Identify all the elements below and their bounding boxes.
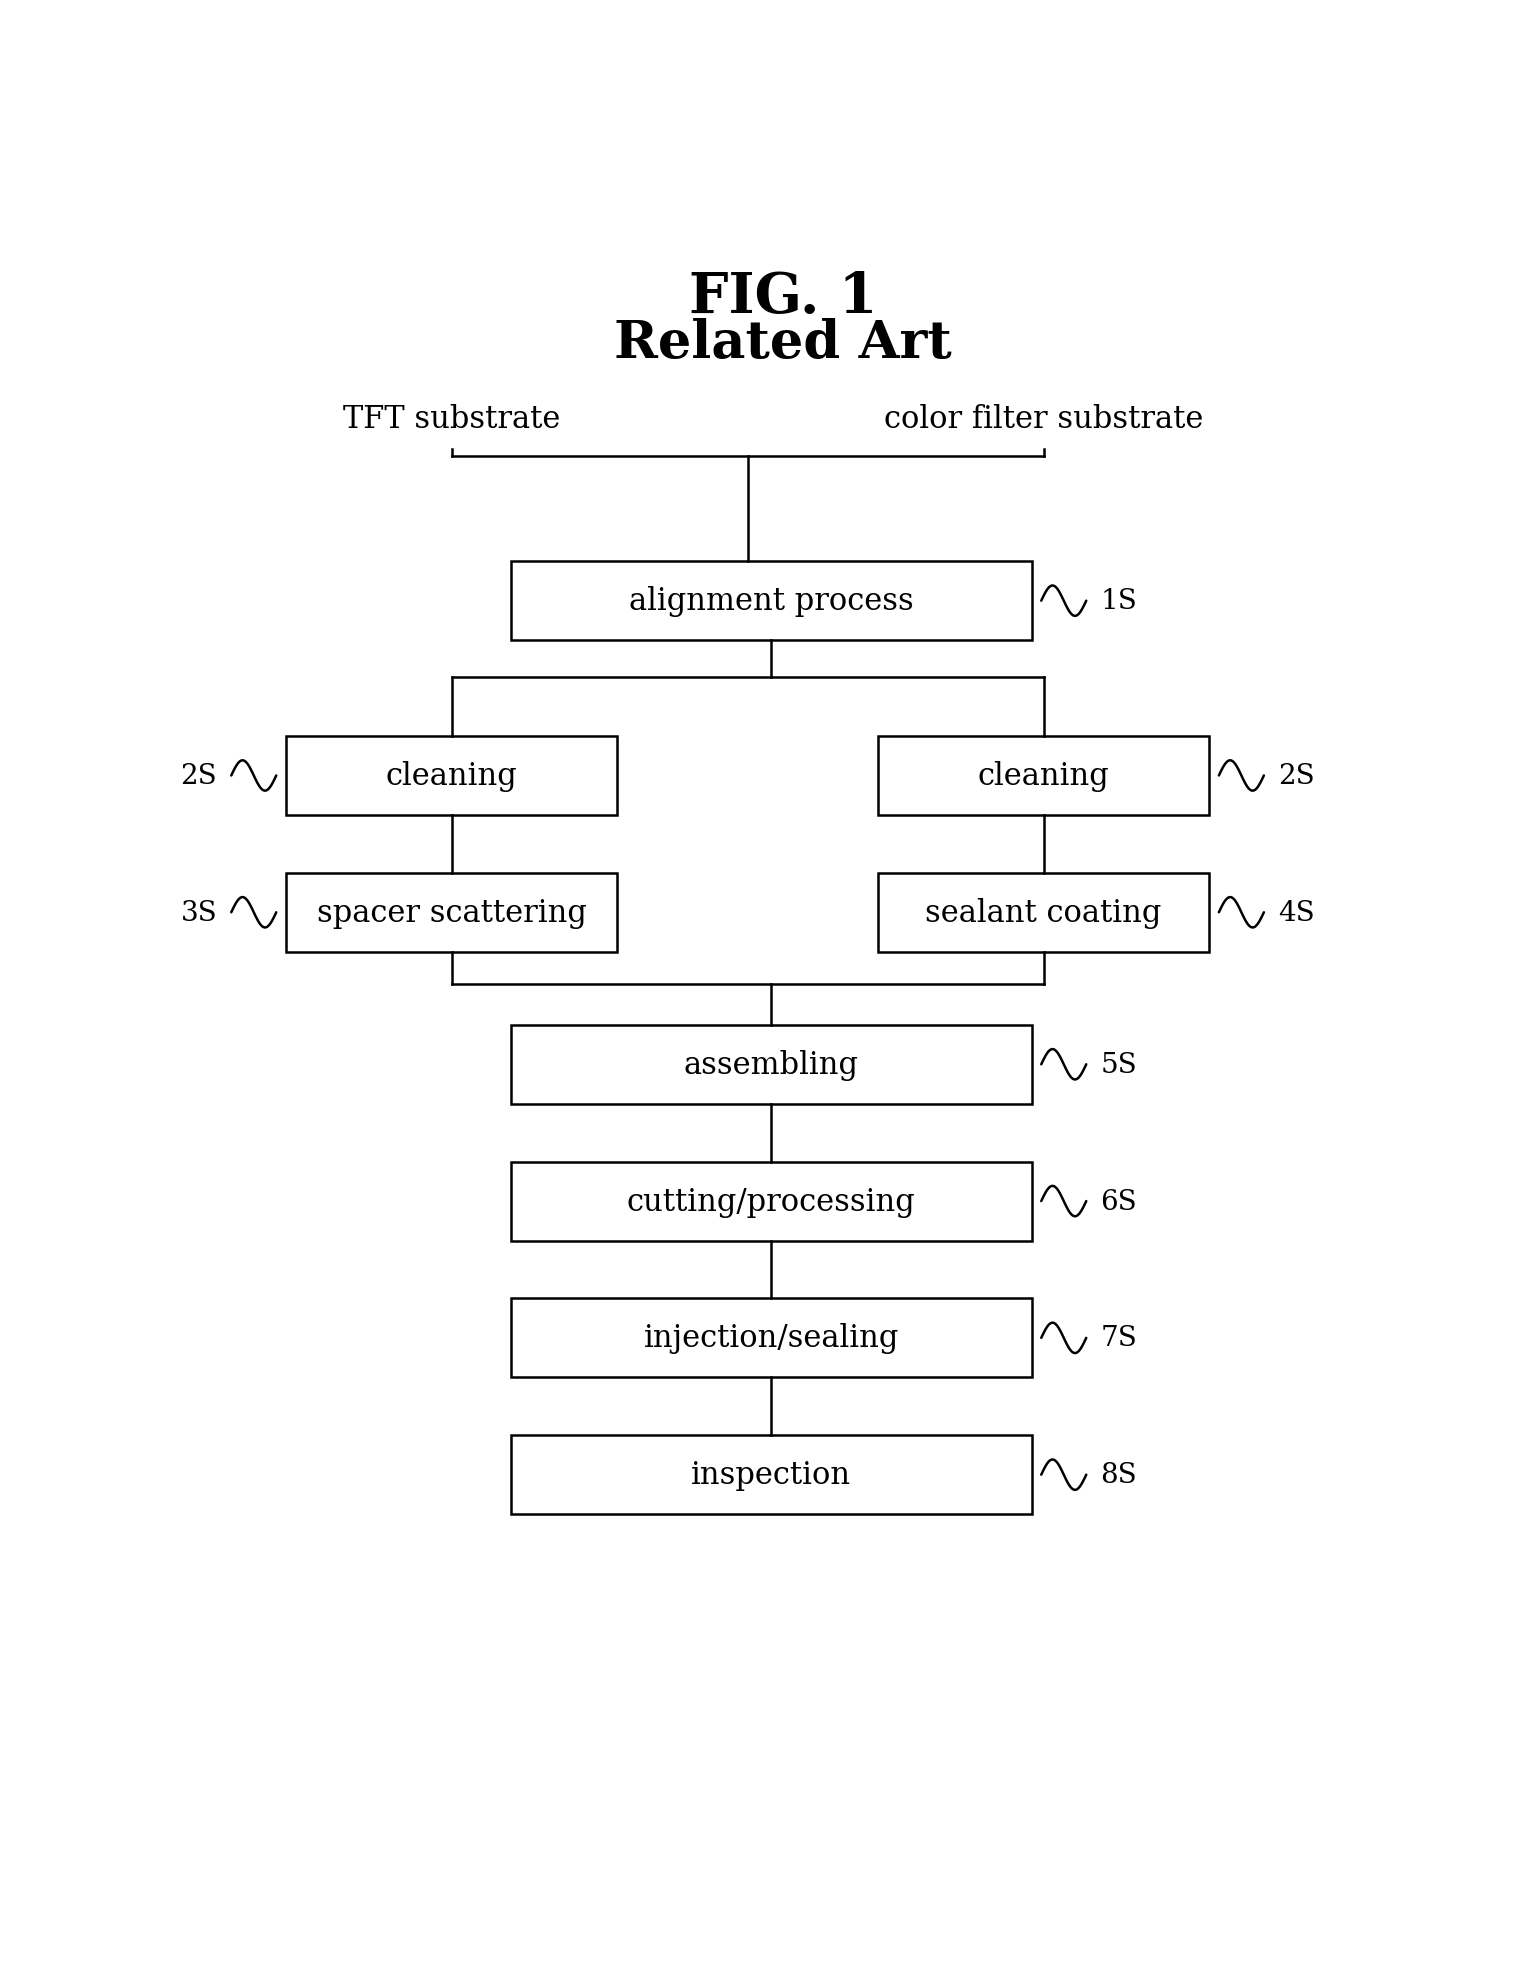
Text: injection/sealing: injection/sealing [643, 1322, 898, 1353]
Text: 6S: 6S [1100, 1188, 1137, 1215]
Text: Related Art: Related Art [614, 318, 952, 369]
Text: 8S: 8S [1100, 1462, 1137, 1488]
Text: 2S: 2S [180, 764, 217, 789]
Bar [510, 1298, 1031, 1377]
Text: assembling: assembling [683, 1050, 859, 1081]
Text: 4S: 4S [1277, 900, 1314, 925]
Text: 3S: 3S [180, 900, 217, 925]
Bar [510, 1026, 1031, 1105]
Text: cleaning: cleaning [978, 760, 1109, 791]
Bar [286, 874, 617, 953]
Bar [510, 1436, 1031, 1515]
Text: sealant coating: sealant coating [926, 898, 1161, 929]
Text: 7S: 7S [1100, 1324, 1137, 1352]
Bar [877, 874, 1210, 953]
Text: spacer scattering: spacer scattering [316, 898, 587, 929]
Text: color filter substrate: color filter substrate [883, 404, 1204, 434]
Bar [286, 736, 617, 815]
Text: cutting/processing: cutting/processing [626, 1186, 915, 1217]
Text: FIG. 1: FIG. 1 [689, 270, 877, 326]
Text: 2S: 2S [1277, 764, 1314, 789]
Bar [510, 562, 1031, 641]
Text: 5S: 5S [1100, 1052, 1137, 1077]
Bar [877, 736, 1210, 815]
Bar [510, 1162, 1031, 1241]
Text: TFT substrate: TFT substrate [342, 404, 561, 434]
Text: cleaning: cleaning [385, 760, 518, 791]
Text: alignment process: alignment process [630, 586, 914, 618]
Text: inspection: inspection [691, 1460, 851, 1490]
Text: 1S: 1S [1100, 588, 1137, 616]
